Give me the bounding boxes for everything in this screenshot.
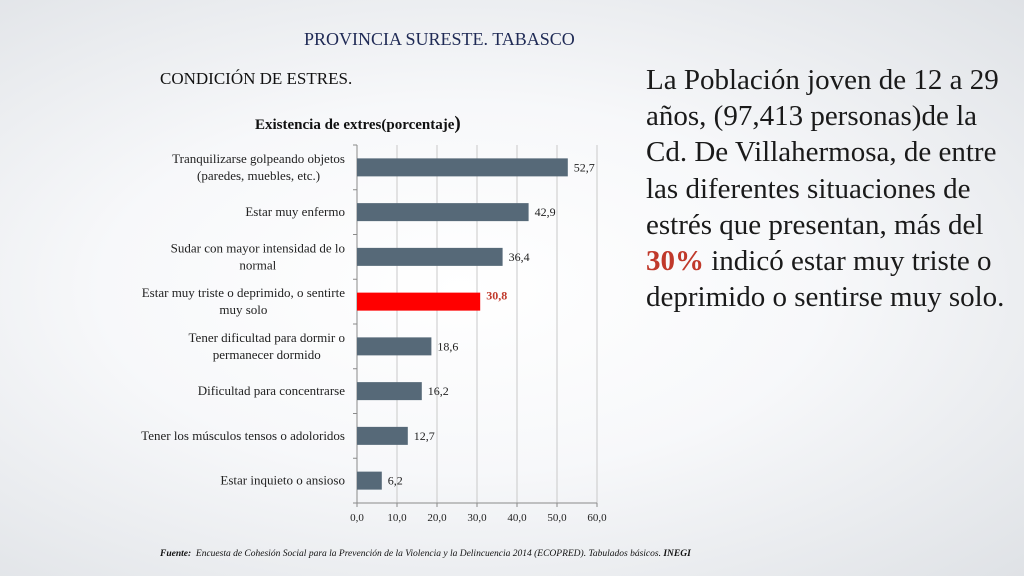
x-tick-label: 10,0 [387, 512, 407, 524]
bar [357, 158, 568, 177]
side-description: La Población joven de 12 a 29 años, (97,… [646, 62, 1006, 315]
chart-title-paren: ) [454, 113, 461, 134]
category-label-line: Tener dificultad para dormir o [189, 330, 345, 345]
footnote-source: INEGI [663, 549, 691, 559]
category-label-line: Estar muy triste o deprimido, o sentirte [142, 285, 345, 300]
category-label: Sudar con mayor intensidad de lo normal [171, 240, 345, 272]
chart-title-text: Existencia de extres(porcentaje [255, 117, 455, 133]
category-label-line: (paredes, muebles, etc.) [197, 168, 320, 183]
category-label: Dificultad para concentrarse [198, 383, 345, 398]
source-footnote: Fuente: Encuesta de Cohesión Social para… [160, 549, 691, 559]
chart-title: Existencia de extres(porcentaje) [255, 113, 461, 135]
data-label: 12,7 [414, 429, 435, 443]
chart-subtitle: CONDICIÓN DE ESTRES. [160, 69, 353, 88]
category-label: Tener dificultad para dormir o permanecer… [189, 330, 345, 362]
category-label-line: Sudar con mayor intensidad de lo [171, 240, 345, 255]
category-label: Tener los músculos tensos o adoloridos [141, 428, 345, 443]
data-label: 6,2 [388, 474, 403, 488]
x-tick-label: 0,0 [350, 512, 364, 524]
category-label-line: normal [239, 257, 276, 272]
slide-title: PROVINCIA SURESTE. TABASCO [304, 29, 575, 49]
category-label: Tranquilizarse golpeando objetos (paredes… [172, 151, 345, 183]
bar [357, 247, 503, 266]
data-label: 30,8 [486, 289, 507, 303]
category-label-line: muy solo [219, 302, 267, 317]
data-label: 36,4 [509, 250, 530, 264]
category-label-line: Tener los músculos tensos o adoloridos [141, 428, 345, 443]
data-label: 42,9 [535, 205, 556, 219]
bar [357, 471, 382, 490]
category-label-line: Estar inquieto o ansioso [220, 473, 345, 488]
category-label-line: Tranquilizarse golpeando objetos [172, 151, 345, 166]
data-label: 18,6 [437, 339, 458, 353]
side-text-before: La Población joven de 12 a 29 años, (97,… [646, 64, 999, 241]
x-tick-label: 60,0 [587, 512, 607, 524]
x-tick-label: 50,0 [547, 512, 567, 524]
bar [357, 382, 422, 401]
bar [357, 426, 408, 445]
category-label: Estar muy enfermo [245, 204, 345, 219]
bar [357, 203, 529, 222]
side-text-after: indicó estar muy triste o deprimido o se… [646, 245, 1005, 314]
category-label-line: Estar muy enfermo [245, 204, 345, 219]
category-label: Estar muy triste o deprimido, o sentirte… [142, 285, 345, 317]
data-label: 16,2 [428, 384, 449, 398]
bar [357, 337, 432, 356]
category-label-line: permanecer dormido [213, 347, 321, 362]
bar [357, 292, 481, 311]
side-text-highlight: 30% [646, 245, 704, 278]
x-tick-label: 20,0 [427, 512, 447, 524]
footnote-label: Fuente: [160, 549, 192, 559]
x-tick-label: 30,0 [467, 512, 487, 524]
data-label: 52,7 [574, 160, 595, 174]
x-tick-label: 40,0 [507, 512, 527, 524]
category-label: Estar inquieto o ansioso [220, 473, 345, 488]
footnote-text: Encuesta de Cohesión Social para la Prev… [195, 549, 661, 559]
category-label-line: Dificultad para concentrarse [198, 383, 345, 398]
